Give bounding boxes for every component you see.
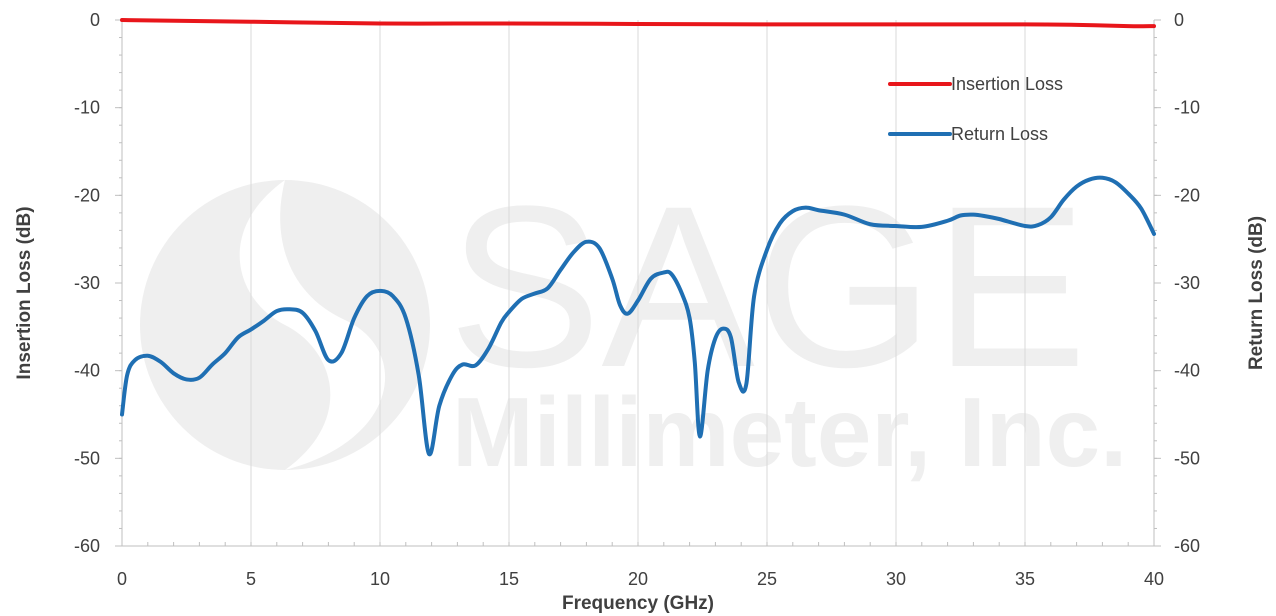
x-tick-label: 0 xyxy=(117,569,127,589)
watermark-logo: SAGE Millimeter, Inc. xyxy=(140,158,1127,487)
y-right-tick-label: -60 xyxy=(1174,536,1200,556)
y-left-tick-label: -10 xyxy=(74,98,100,118)
y-right-tick-label: -20 xyxy=(1174,185,1200,205)
watermark-text-sub: Millimeter, Inc. xyxy=(452,377,1127,487)
y-right-tick-label: -30 xyxy=(1174,273,1200,293)
y-left-tick-label: -20 xyxy=(74,185,100,205)
x-axis-title: Frequency (GHz) xyxy=(562,593,714,614)
y-left-tick-label: -50 xyxy=(74,448,100,468)
y-left-tick-label: -60 xyxy=(74,536,100,556)
y-axis-left-title: Insertion Loss (dB) xyxy=(14,206,35,379)
y-left-tick-label: 0 xyxy=(90,10,100,30)
y-left-tick-label: -40 xyxy=(74,361,100,381)
y-right-tick-label: -10 xyxy=(1174,98,1200,118)
x-tick-label: 15 xyxy=(499,569,519,589)
x-tick-label: 20 xyxy=(628,569,648,589)
x-tick-label: 5 xyxy=(246,569,256,589)
y-right-tick-label: -50 xyxy=(1174,448,1200,468)
legend-label-insertion-loss: Insertion Loss xyxy=(951,74,1063,94)
x-tick-label: 35 xyxy=(1015,569,1035,589)
x-tick-label: 40 xyxy=(1144,569,1164,589)
x-tick-label: 10 xyxy=(370,569,390,589)
y-right-tick-label: 0 xyxy=(1174,10,1184,30)
y-left-tick-label: -30 xyxy=(74,273,100,293)
legend-label-return-loss: Return Loss xyxy=(951,124,1048,144)
x-tick-label: 30 xyxy=(886,569,906,589)
x-tick-label: 25 xyxy=(757,569,777,589)
y-axis-right-title: Return Loss (dB) xyxy=(1246,216,1267,370)
legend: Insertion Loss Return Loss xyxy=(890,74,1063,144)
y-right-tick-label: -40 xyxy=(1174,361,1200,381)
